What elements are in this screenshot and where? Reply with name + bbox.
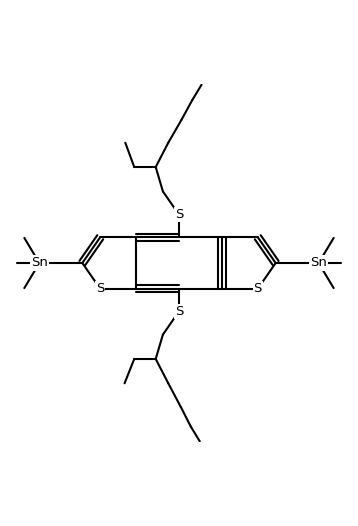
Text: S: S [96, 282, 105, 295]
Text: S: S [175, 208, 183, 221]
Text: Sn: Sn [31, 257, 48, 269]
Text: S: S [175, 305, 183, 318]
Text: Sn: Sn [310, 257, 327, 269]
Text: S: S [253, 282, 262, 295]
